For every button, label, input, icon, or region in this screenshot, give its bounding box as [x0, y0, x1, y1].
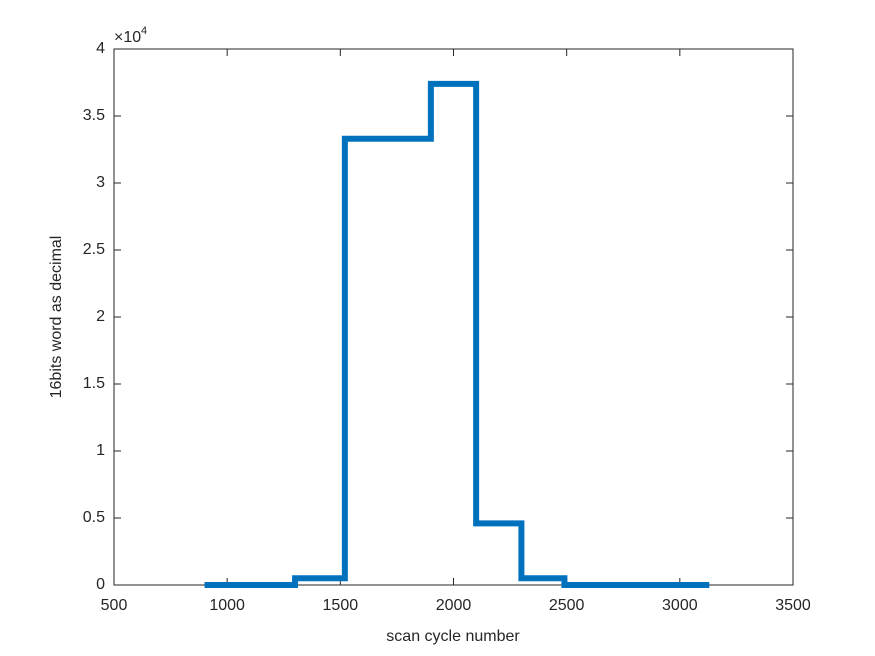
y-tick-label: 0.5: [83, 509, 105, 526]
y-tick-label: 3.5: [83, 107, 105, 124]
x-axis-label: scan cycle number: [386, 628, 520, 645]
y-tick-label: 4: [96, 40, 105, 57]
stairs-line: [204, 80, 710, 588]
y-tick-label: 3: [96, 174, 105, 191]
x-tick-label: 3000: [662, 597, 698, 614]
y-multiplier: ×10: [114, 29, 141, 46]
plot-area: [114, 49, 793, 585]
y-tick-label: 2: [96, 308, 105, 325]
y-tick-label: 0: [96, 576, 105, 593]
x-tick-label: 1500: [323, 597, 359, 614]
y-tick-label: 1.5: [83, 375, 105, 392]
x-tick-label: 1000: [209, 597, 245, 614]
x-tick-label: 3500: [775, 597, 811, 614]
y-multiplier-exponent: 4: [141, 25, 147, 37]
y-tick-label: 2.5: [83, 241, 105, 258]
y-tick-label: 1: [96, 442, 105, 459]
x-tick-label: 2500: [549, 597, 585, 614]
x-tick-label: 2000: [436, 597, 472, 614]
x-tick-label: 500: [101, 597, 128, 614]
y-axis-label: 16bits word as decimal: [48, 236, 65, 399]
